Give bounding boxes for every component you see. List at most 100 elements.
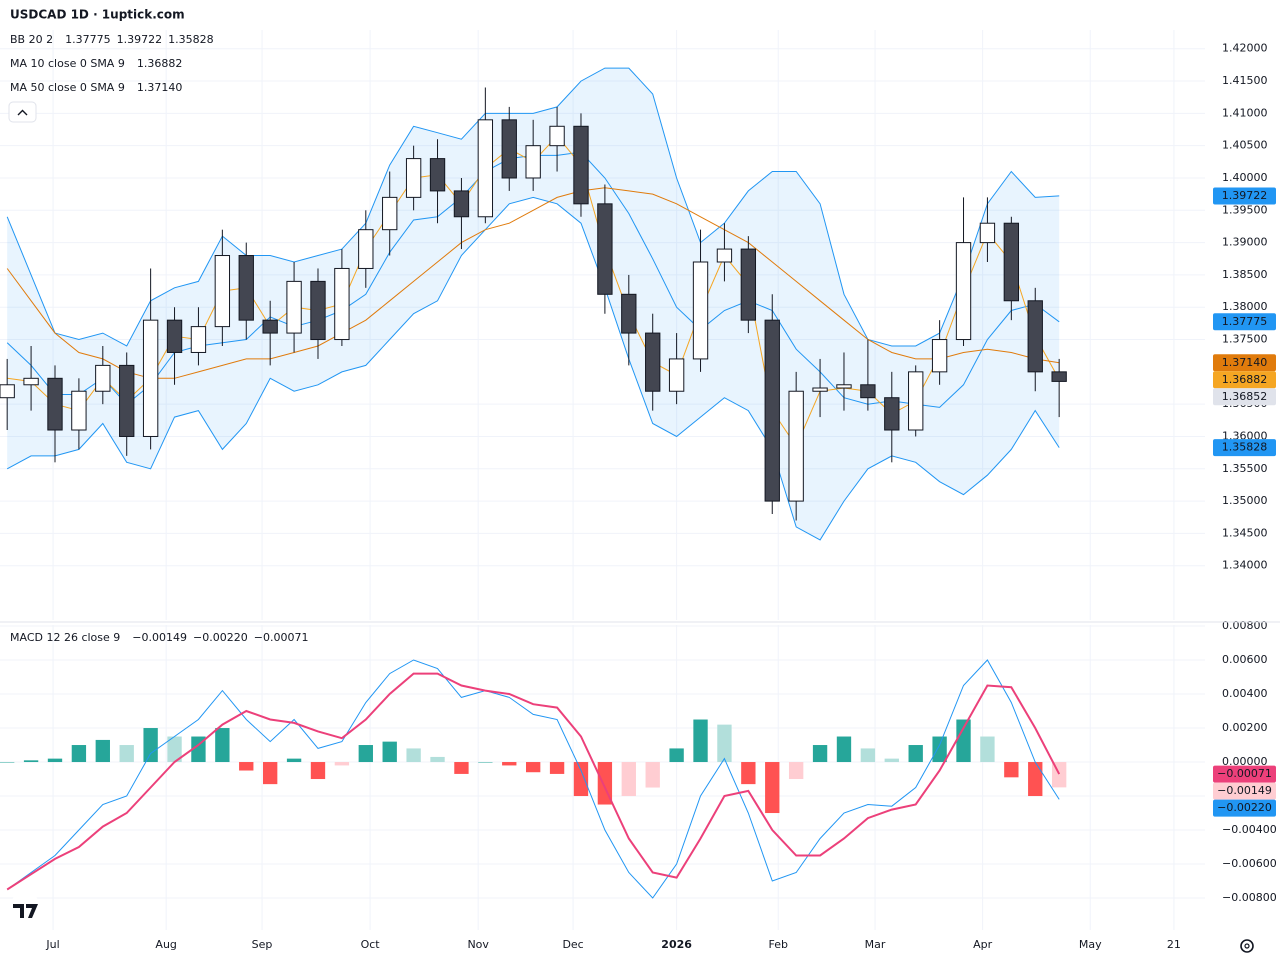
candle: [668, 333, 685, 405]
logo-mark: [13, 904, 38, 918]
badge-bg: [1213, 388, 1276, 406]
candle: [621, 274, 637, 366]
candle: [1027, 287, 1043, 392]
legend-value: −0.00071: [254, 631, 309, 644]
histogram-bar: [836, 736, 852, 763]
candle-body: [1051, 371, 1067, 382]
candle-body: [382, 196, 398, 231]
candle-body: [405, 158, 422, 198]
candle: [860, 339, 876, 411]
y-tick-label: 1.40500: [1222, 139, 1268, 152]
x-tick-label: 21: [1167, 938, 1181, 951]
candle-body: [979, 222, 996, 244]
histogram-bar: [382, 741, 397, 763]
candle: [95, 346, 111, 405]
x-tick-label: Sep: [252, 938, 273, 951]
y-tick-label: 1.34500: [1222, 526, 1268, 539]
y-tick-label: 0.00000: [1222, 755, 1268, 768]
gear-ring[interactable]: [1240, 939, 1254, 953]
histogram-bar: [860, 748, 876, 763]
settings-gear[interactable]: [1240, 939, 1254, 953]
y-tick-label: 1.39000: [1222, 236, 1268, 249]
candle: [884, 371, 900, 463]
candle-body: [931, 339, 948, 373]
x-tick-label: May: [1079, 938, 1102, 951]
candle-body: [860, 384, 876, 399]
price-badge: 1.39722: [1213, 187, 1276, 205]
candle: [931, 320, 948, 385]
badge-label: 1.37775: [1222, 315, 1268, 328]
x-tick-label: Apr: [973, 938, 993, 951]
candle: [142, 268, 159, 450]
indicator-line: [6, 67, 1060, 347]
histogram-bar: [239, 762, 254, 771]
y-tick-label: 1.39500: [1222, 203, 1268, 216]
macd-line: [6, 659, 1060, 899]
y-tick-label: 0.00400: [1222, 687, 1268, 700]
histogram-bar: [525, 762, 541, 773]
collapse-icon[interactable]: [17, 109, 28, 116]
candle: [908, 365, 924, 437]
histogram-bar: [1028, 762, 1043, 797]
candle-body: [166, 319, 183, 353]
y-tick-label: 1.38000: [1222, 300, 1268, 313]
histogram-bar: [645, 762, 660, 788]
candle-body: [836, 384, 852, 389]
legend-value: −0.00220: [193, 631, 248, 644]
histogram-bar: [262, 762, 278, 785]
histogram-bar: [669, 748, 684, 763]
badge-bg: [1213, 371, 1276, 389]
candle-body: [95, 364, 111, 392]
badge-label: 1.37140: [1222, 356, 1268, 369]
histogram-bar: [95, 739, 110, 763]
legend-value: 1.37140: [137, 81, 183, 94]
histogram-bar: [932, 736, 947, 763]
gear-hub[interactable]: [1244, 943, 1250, 949]
y-tick-label: 1.40000: [1222, 171, 1268, 184]
candle: [955, 197, 972, 347]
candle-body: [477, 119, 494, 218]
x-tick-label: Aug: [155, 938, 176, 951]
candle-body: [119, 364, 135, 437]
candle-body: [740, 248, 757, 321]
candle-body: [429, 158, 446, 192]
histogram-bar: [334, 762, 350, 766]
histogram-bar: [454, 762, 469, 774]
candle: [477, 87, 494, 224]
collapse-button[interactable]: [8, 101, 37, 123]
y-tick-label: 1.41500: [1222, 74, 1268, 87]
badge-label: −0.00071: [1217, 767, 1272, 780]
histogram-bar: [47, 758, 63, 763]
histogram-bar: [717, 724, 732, 763]
candle-body: [573, 125, 589, 205]
collapse-box[interactable]: [8, 101, 37, 123]
candle-body: [908, 371, 924, 431]
histogram-bar: [119, 745, 134, 763]
price-badge: −0.00071: [1213, 765, 1276, 783]
badge-bg: [1213, 799, 1276, 817]
candle-body: [692, 261, 709, 360]
y-tick-label: −0.00600: [1222, 857, 1277, 870]
badge-label: 1.36882: [1222, 373, 1268, 386]
candle: [405, 145, 422, 211]
indicator-line: [6, 187, 1060, 379]
x-tick-label: Mar: [865, 938, 886, 951]
histogram-bar: [573, 762, 589, 797]
price-badge: 1.37140: [1213, 354, 1276, 372]
candle: [71, 378, 87, 450]
tv-logo[interactable]: [8, 893, 42, 927]
y-tick-label: 0.00600: [1222, 653, 1268, 666]
candle-body: [621, 293, 637, 334]
candle: [429, 139, 446, 224]
histogram-bar: [908, 745, 923, 763]
price-badge: 1.37775: [1213, 313, 1276, 331]
candle-body: [214, 255, 231, 328]
y-tick-label: −0.00800: [1222, 891, 1277, 904]
candle: [47, 365, 63, 463]
candle-body: [884, 397, 900, 431]
x-tick-label: Jul: [45, 938, 59, 951]
candle-body: [645, 332, 661, 392]
price-badge: 1.36852: [1213, 388, 1276, 406]
